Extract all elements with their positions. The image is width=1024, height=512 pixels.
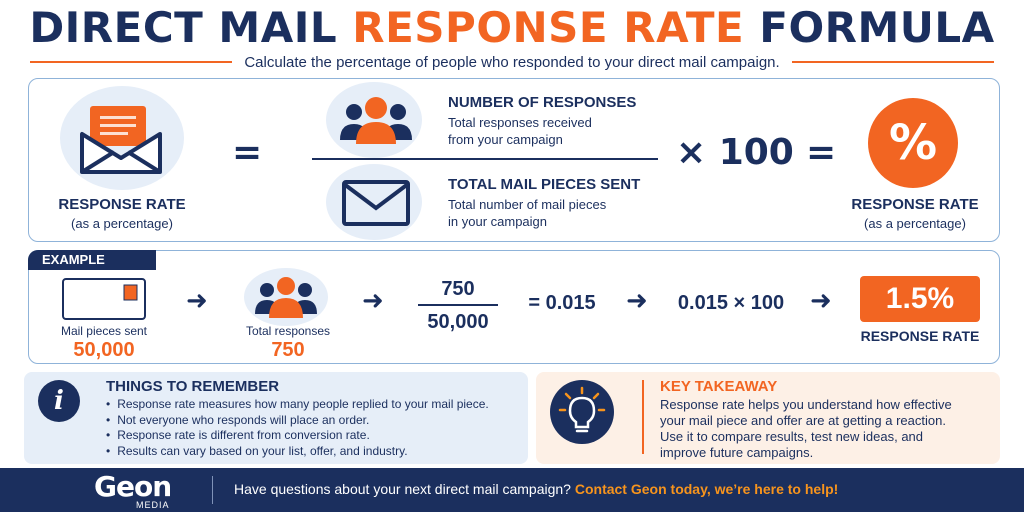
remember-item-2: Not everyone who responds will place an … xyxy=(106,413,489,429)
subtitle-rule-right xyxy=(791,61,995,63)
numerator-sub: Total responses received from your campa… xyxy=(448,114,648,148)
arrow-1-icon: ➜ xyxy=(186,286,208,316)
info-icon: i xyxy=(38,380,80,422)
subtitle: Calculate the percentage of people who r… xyxy=(244,53,780,71)
mail-pieces-value: 50,000 xyxy=(73,339,135,361)
remember-item-4: Results can vary based on your list, off… xyxy=(106,444,489,460)
remember-item-1: Response rate measures how many people r… xyxy=(106,397,489,413)
example-denominator: 50,000 xyxy=(427,311,489,333)
mail-piece-icon xyxy=(62,278,146,320)
formula-right-sub: (as a percentage) xyxy=(864,216,966,231)
subtitle-rule-left xyxy=(30,61,233,63)
example-numerator: 750 xyxy=(441,278,475,300)
arrow-2-icon: ➜ xyxy=(362,286,384,316)
subtitle-row: Calculate the percentage of people who r… xyxy=(30,52,995,72)
people-circle xyxy=(326,82,422,158)
example-fraction-line xyxy=(418,304,498,306)
takeaway-title: KEY TAKEAWAY xyxy=(660,378,778,395)
footer-divider xyxy=(212,476,213,504)
page-title: DIRECT MAIL RESPONSE RATE FORMULA xyxy=(0,4,1024,52)
arrow-4-icon: ➜ xyxy=(810,286,832,316)
takeaway-divider xyxy=(642,380,644,454)
formula-box xyxy=(28,78,1000,242)
example-multiply: 0.015 × 100 xyxy=(677,292,785,314)
people-icon xyxy=(340,97,412,144)
equals-sign: = xyxy=(232,132,263,173)
example-box xyxy=(28,250,1000,364)
example-tag: EXAMPLE xyxy=(28,250,156,270)
numerator-title: NUMBER OF RESPONSES xyxy=(448,94,637,111)
takeaway-text: Response rate helps you understand how e… xyxy=(660,397,980,461)
example-equals-value: = 0.015 xyxy=(528,292,596,314)
remember-title: THINGS TO REMEMBER xyxy=(106,378,280,395)
equals-sign-2: = xyxy=(806,132,837,173)
footer-question: Have questions about your next direct ma… xyxy=(234,481,575,497)
takeaway-line-3: Use it to compare results, test new idea… xyxy=(660,429,924,444)
times-100: × 100 xyxy=(676,132,794,173)
mail-pieces-label: Mail pieces sent xyxy=(60,324,148,338)
denominator-sub-line-1: Total number of mail pieces xyxy=(448,197,607,212)
envelope-icon xyxy=(342,180,410,226)
footer-cta-link[interactable]: Contact Geon today, we’re here to help! xyxy=(574,481,839,497)
numerator-sub-line-1: Total responses received xyxy=(448,115,592,130)
title-part-2: RESPONSE RATE xyxy=(352,3,745,52)
geon-logo: Geon xyxy=(94,470,172,503)
arrow-3-icon: ➜ xyxy=(626,286,648,316)
takeaway-line-2: your mail piece and offer are at getting… xyxy=(660,413,946,428)
result-label: RESPONSE RATE xyxy=(860,328,980,344)
footer-text: Have questions about your next direct ma… xyxy=(234,481,838,497)
remember-list: Response rate measures how many people r… xyxy=(106,397,489,459)
title-part-3: FORMULA xyxy=(744,3,995,52)
takeaway-line-1: Response rate helps you understand how e… xyxy=(660,397,952,412)
takeaway-line-4: improve future campaigns. xyxy=(660,445,814,460)
denominator-title: TOTAL MAIL PIECES SENT xyxy=(448,176,641,193)
fraction-line xyxy=(312,158,658,160)
denominator-sub-line-2: in your campaign xyxy=(448,214,547,229)
formula-left-sub: (as a percentage) xyxy=(71,216,173,231)
geon-logo-media: MEDIA xyxy=(136,500,170,510)
open-envelope-icon xyxy=(80,106,162,174)
total-responses-value: 750 xyxy=(271,339,305,361)
title-part-1: DIRECT MAIL xyxy=(29,3,353,52)
lightbulb-icon xyxy=(558,386,606,433)
denominator-sub: Total number of mail pieces in your camp… xyxy=(448,196,648,230)
formula-right-title: RESPONSE RATE xyxy=(851,196,979,213)
formula-left-title: RESPONSE RATE xyxy=(58,196,186,213)
footer xyxy=(0,468,1024,512)
total-responses-label: Total responses xyxy=(245,324,331,338)
percent-icon: % xyxy=(868,98,958,188)
example-people-icon xyxy=(255,277,317,318)
result-badge: 1.5% xyxy=(860,276,980,322)
numerator-sub-line-2: from your campaign xyxy=(448,132,563,147)
remember-item-3: Response rate is different from conversi… xyxy=(106,428,489,444)
